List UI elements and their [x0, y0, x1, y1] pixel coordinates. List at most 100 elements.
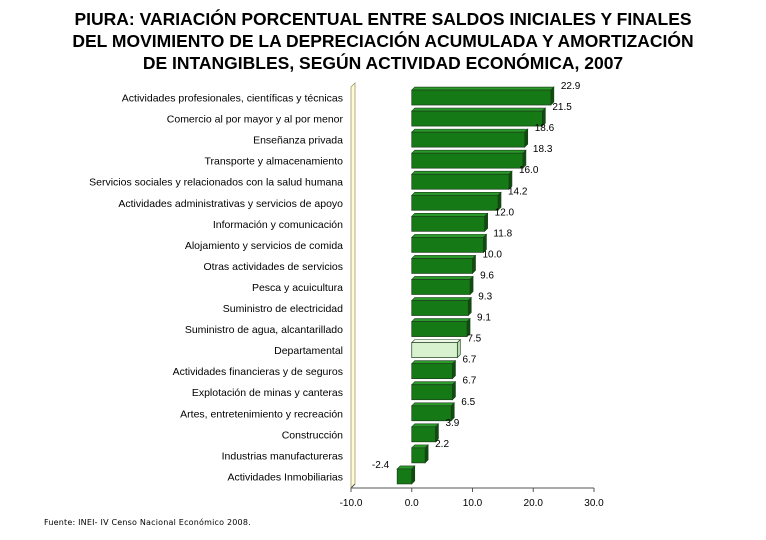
bar-value-label: 16.0	[519, 165, 539, 176]
bar-value-label: 9.1	[477, 313, 491, 324]
category-label: Comercio al por mayor y al por menor	[167, 114, 344, 126]
bar-side-face	[484, 212, 488, 233]
bar	[411, 237, 484, 253]
x-axis: -10.0 0.0 10.0 20.0 30.0	[340, 483, 604, 509]
source-note: Fuente: INEI- IV Censo Nacional Económic…	[44, 518, 251, 527]
bar-side-face	[411, 465, 416, 485]
bar	[396, 468, 413, 485]
bar-top-face	[411, 276, 474, 280]
bar-value-label: 9.3	[478, 292, 492, 303]
bar	[411, 258, 473, 274]
bar-side-face	[452, 359, 456, 380]
bar-side-face	[424, 444, 429, 464]
bar-value-label: 12.0	[495, 207, 515, 218]
bar-value-label: 6.7	[462, 355, 476, 366]
x-tick-label: 0.0	[405, 498, 419, 509]
bar-value-label: 18.3	[533, 144, 553, 155]
bar	[411, 321, 468, 337]
bar-value-label: 14.2	[508, 186, 528, 197]
bar-top-face	[411, 149, 527, 154]
category-label: Actividades profesionales, científicas y…	[122, 93, 343, 105]
bar-value-label: 22.9	[561, 81, 581, 92]
category-label: Actividades financieras y de seguros	[173, 366, 343, 378]
category-label: Otras actividades de servicios	[204, 261, 343, 273]
bar-top-face	[411, 318, 471, 322]
bar	[411, 89, 552, 106]
bar-top-face	[411, 234, 488, 238]
bar-top-face	[411, 107, 547, 112]
chart-title: PIURA: VARIACIÓN PORCENTUAL ENTRE SALDOS…	[0, 8, 766, 74]
category-label: Transporte y almacenamiento	[204, 156, 343, 168]
bar-top-face	[411, 128, 529, 133]
bar-value-label: 18.6	[535, 123, 555, 134]
bar	[411, 342, 458, 358]
bar-top-face	[411, 360, 457, 364]
x-tick-label: 20.0	[524, 498, 544, 509]
bar-value-label: 21.5	[552, 102, 572, 113]
bar-side-face	[469, 275, 474, 296]
category-label: Suministro de electricidad	[223, 303, 343, 315]
bar-top-face	[411, 423, 440, 428]
bar-top-face	[411, 297, 472, 301]
bar-side-face	[524, 128, 529, 148]
chart-title-line-1: PIURA: VARIACIÓN PORCENTUAL ENTRE SALDOS…	[74, 9, 692, 29]
bar-top-face	[411, 191, 502, 196]
bar-value-label: 10.0	[483, 249, 503, 260]
category-label: Artes, entretenimiento y recreación	[180, 408, 343, 420]
bar-value-label: -2.4	[372, 460, 390, 471]
chart-title-line-3: DE INTANGIBLES, SEGÚN ACTIVIDAD ECONÓMIC…	[142, 53, 624, 73]
plot-wall	[350, 82, 356, 489]
x-axis-depth-line	[350, 483, 356, 489]
category-label: Pesca y acuicultura	[252, 282, 343, 294]
bar	[411, 384, 453, 401]
bar-top-face	[411, 255, 477, 259]
bar-value-label: 7.5	[467, 334, 481, 345]
bar-side-face	[472, 254, 476, 275]
chart-title-line-2: DEL MOVIMIENTO DE LA DEPRECIACIÓN ACUMUL…	[72, 31, 694, 51]
bar	[411, 405, 452, 422]
bar-top-face	[411, 86, 555, 91]
category-label: Construcción	[282, 429, 343, 441]
bar-top-face	[411, 339, 462, 343]
bar-value-label: 6.5	[461, 397, 475, 408]
bar-value-label: 3.9	[445, 418, 459, 429]
bar	[411, 194, 499, 211]
category-labels: Actividades profesionales, científicas y…	[89, 93, 343, 484]
bar-side-face	[452, 381, 456, 401]
category-label: Departamental	[274, 345, 343, 357]
bar	[411, 300, 469, 316]
category-label: Servicios sociales y relacionados con la…	[89, 177, 343, 189]
bar-value-label: 2.2	[435, 439, 449, 450]
bar-side-face	[467, 296, 472, 317]
bar-top-face	[411, 381, 457, 386]
category-label: Industrias manufactureras	[222, 450, 343, 462]
x-tick-label: 30.0	[584, 498, 604, 509]
plot-side-wall	[350, 82, 356, 489]
bar	[411, 110, 543, 127]
bar-value-label: 11.8	[493, 228, 512, 239]
x-tick-label: -10.0	[340, 498, 363, 509]
bar-top-face	[411, 170, 513, 175]
bar-side-face	[457, 338, 461, 359]
bar-series: 22.9 21.5 18.6 18.3 16.0 14.2 12.0 11.8 10.0 9.6 9…	[372, 81, 581, 485]
bar-value-label: 9.6	[480, 270, 494, 281]
bar	[411, 173, 510, 190]
category-label: Suministro de agua, alcantarillado	[185, 324, 343, 336]
bar	[411, 426, 436, 443]
bar-top-face	[411, 402, 455, 407]
category-label: Explotación de minas y canteras	[192, 387, 343, 399]
x-tick-label: 10.0	[463, 498, 483, 509]
bar	[411, 152, 524, 169]
bar-value-label: 6.7	[462, 376, 476, 387]
bar	[411, 279, 471, 295]
bar	[411, 363, 453, 380]
category-label: Alojamiento y servicios de comida	[185, 240, 343, 252]
bar	[411, 447, 426, 464]
category-label: Actividades Inmobiliarias	[227, 471, 343, 483]
category-label: Actividades administrativas y servicios …	[118, 198, 343, 210]
category-label: Enseñanza privada	[253, 135, 343, 147]
bar-top-face	[411, 213, 489, 217]
bar	[411, 131, 526, 148]
bar	[411, 215, 486, 232]
